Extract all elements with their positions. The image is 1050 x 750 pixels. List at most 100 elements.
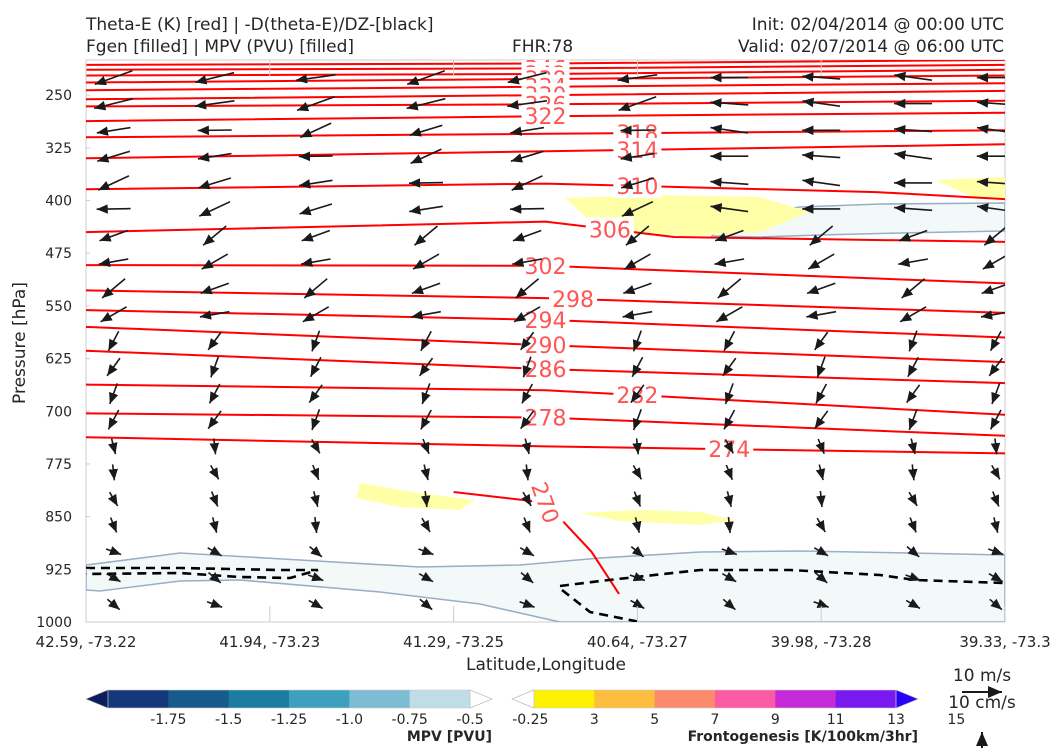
theta-e-label-322: 322: [525, 105, 567, 130]
wind-vector: [814, 331, 829, 351]
wind-vector: [624, 253, 651, 270]
wind-vector: [721, 546, 738, 556]
y-tick-label: 700: [45, 404, 72, 420]
x-tick-label: 41.94, -73.23: [219, 633, 320, 651]
wind-vector: [421, 383, 431, 405]
y-axis-label: Pressure [hPa]: [10, 282, 30, 404]
wind-vector: [710, 98, 749, 108]
theta-e-label-bg: [585, 217, 634, 242]
wind-vector: [507, 71, 547, 85]
wind-vector: [898, 229, 928, 242]
theta-e-contour-270: [453, 491, 620, 595]
wind-vector: [520, 410, 535, 430]
x-tick-label: 42.59, -73.22: [36, 633, 137, 651]
wind-vector: [894, 203, 933, 214]
colorbar-extend-high: [895, 689, 919, 709]
wind-vector: [907, 491, 918, 507]
theta-e-label-bg: [521, 104, 570, 129]
colorbar-tick-label: 3: [590, 712, 599, 728]
wind-vector: [905, 572, 921, 582]
wind-vector: [629, 572, 646, 582]
theta-e-label-314: 314: [616, 139, 658, 164]
x-tick-label: 39.98, -73.28: [771, 633, 872, 651]
wind-vector: [982, 255, 1005, 270]
wind-vector: [515, 278, 540, 299]
wind-vector: [815, 517, 826, 533]
wind-vector: [301, 229, 331, 242]
wind-vector: [210, 356, 220, 378]
wind-vector: [202, 225, 227, 246]
wind-vector: [420, 491, 431, 508]
wind-vector: [507, 100, 548, 110]
wind-vector: [620, 177, 654, 190]
y-tick-label: 925: [45, 562, 72, 578]
wind-vector: [100, 306, 127, 323]
colorbar-segment: [594, 690, 656, 708]
wind-vector: [198, 177, 232, 190]
fhr-label: FHR:78: [512, 37, 574, 57]
colorbar-frame: [107, 689, 471, 709]
wind-vector: [990, 491, 1000, 507]
wind-vector: [983, 226, 1005, 246]
wind-vector: [976, 98, 1005, 108]
colorbar-extend-low: [511, 689, 535, 709]
colorbar-segment: [409, 690, 471, 708]
wind-vector: [724, 517, 734, 534]
wind-vector: [512, 229, 542, 242]
fgen-fill-left: [356, 483, 475, 510]
wind-vector: [721, 571, 737, 583]
wind-vector: [990, 517, 1000, 533]
wind-vector: [303, 278, 328, 299]
wind-vector: [207, 410, 222, 430]
wind-vector: [809, 225, 834, 246]
wind-vector: [710, 177, 749, 188]
wind-vector: [623, 282, 652, 295]
y-tick-label: 775: [45, 457, 72, 473]
wind-vector: [905, 598, 921, 610]
wind-vector: [420, 438, 430, 455]
colorbar-segment: [289, 690, 350, 708]
wind-vector: [418, 571, 434, 583]
wind-vector: [298, 179, 333, 189]
wind-vector: [988, 357, 1003, 377]
wind-vector: [201, 253, 229, 270]
wind-vector: [310, 439, 321, 454]
wind-vector: [519, 546, 535, 557]
wind-vector: [806, 310, 837, 320]
wind-vector: [522, 356, 532, 378]
wind-vector: [409, 205, 443, 215]
theta-e-label-282: 282: [616, 384, 658, 409]
wind-vector: [722, 598, 736, 611]
colorbar-segment: [715, 690, 776, 708]
wind-vector: [310, 491, 320, 507]
wind-vector: [632, 409, 642, 431]
wind-vector: [632, 438, 642, 455]
wind-vector: [894, 150, 933, 160]
wind-vector: [894, 71, 933, 82]
wind-vector: [802, 177, 841, 187]
colorbar-frame: [533, 689, 897, 709]
colorbar-segment: [108, 690, 169, 708]
wind-vector: [302, 306, 330, 323]
colorbar-tick-label: 7: [711, 712, 720, 728]
wind-vector: [521, 517, 531, 533]
colorbar-tick-label: 9: [771, 712, 780, 728]
mpv-colorbar-title: MPV [PVU]: [407, 729, 492, 745]
theta-e-contour-274: [86, 436, 1005, 455]
wind-vector: [630, 384, 645, 404]
wind-vector: [802, 150, 841, 161]
wind-vector: [519, 598, 535, 608]
wind-vector: [814, 571, 828, 584]
wind-vector: [907, 438, 917, 455]
theta-e-label-278: 278: [525, 407, 567, 432]
wind-vector: [521, 383, 534, 404]
wind-vector: [901, 278, 926, 299]
x-tick-label: 39.33, -73.3: [959, 633, 1050, 651]
wind-vector: [299, 122, 332, 139]
wind-vector: [815, 464, 826, 481]
wind-vector: [981, 284, 1005, 295]
wind-vector: [420, 464, 430, 481]
wind-vector: [299, 203, 333, 216]
theta-e-contour-310: [86, 182, 1005, 201]
wind-vector: [625, 225, 650, 246]
